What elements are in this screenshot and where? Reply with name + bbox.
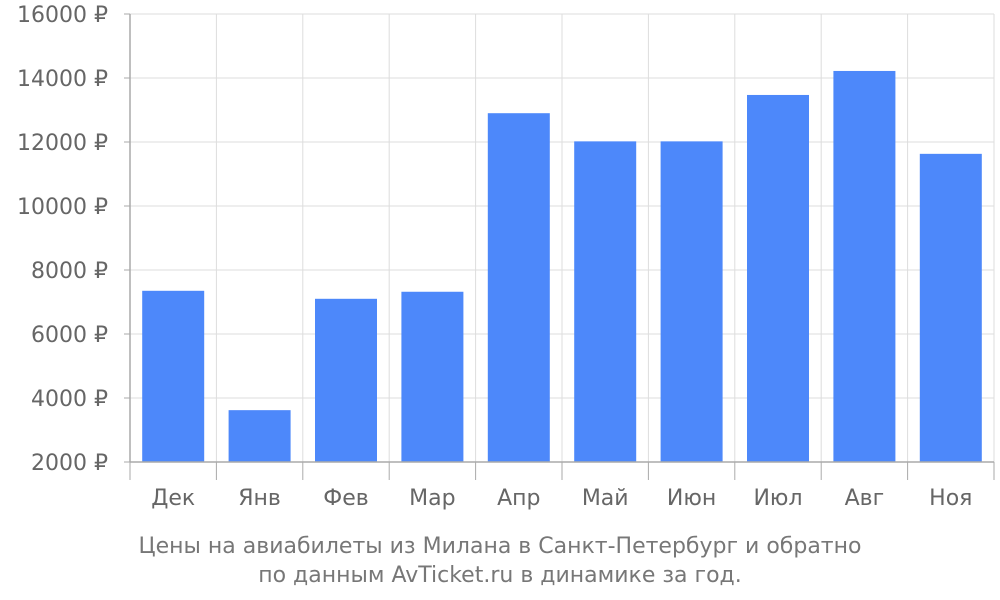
x-tick-label: Дек [151,486,195,511]
x-tick-label: Апр [497,486,540,511]
x-tick-label: Фев [323,486,368,511]
y-tick-label: 12000 ₽ [17,131,108,156]
bar-10 [919,153,982,462]
chart-caption-line-1: Цены на авиабилеты из Милана в Санкт-Пет… [138,534,862,559]
x-tick-labels: Дек Янв Фев Мар Апр Май Июн Июл Авг Ноя [151,486,972,511]
bar-8 [747,94,809,463]
y-tick-label: 2000 ₽ [31,451,108,476]
y-tick-label: 4000 ₽ [31,387,108,412]
gridlines [129,13,995,463]
y-tick-label: 14000 ₽ [17,67,108,92]
bar-chart: 2000 ₽ 4000 ₽ 6000 ₽ 8000 ₽ 10000 ₽ 12000 ₽ 14… [17,3,995,511]
x-tick-label: Июл [753,486,802,511]
x-tick-label: Янв [238,486,281,511]
x-tick-label: Май [582,486,629,511]
bar-7 [660,141,723,463]
axes [124,13,995,480]
bar-6 [574,141,637,463]
y-tick-label: 10000 ₽ [17,195,108,220]
bar-2 [228,410,291,462]
bar-9 [833,70,896,463]
x-tick-label: Ноя [929,486,972,511]
x-tick-label: Июн [667,486,716,511]
bar-5 [487,113,550,462]
bar-4 [401,291,464,462]
bar-1 [142,290,205,462]
y-tick-label: 6000 ₽ [31,323,108,348]
chart-caption-line-2: по данным AvTicket.ru в динамике за год. [258,563,742,588]
x-tick-label: Авг [845,486,885,511]
bar-3 [315,298,377,462]
y-tick-label: 8000 ₽ [31,259,108,284]
bars [142,70,982,463]
y-tick-labels: 2000 ₽ 4000 ₽ 6000 ₽ 8000 ₽ 10000 ₽ 12000 ₽ 14… [17,3,108,476]
y-tick-label: 16000 ₽ [17,3,108,28]
x-tick-label: Мар [409,486,455,511]
